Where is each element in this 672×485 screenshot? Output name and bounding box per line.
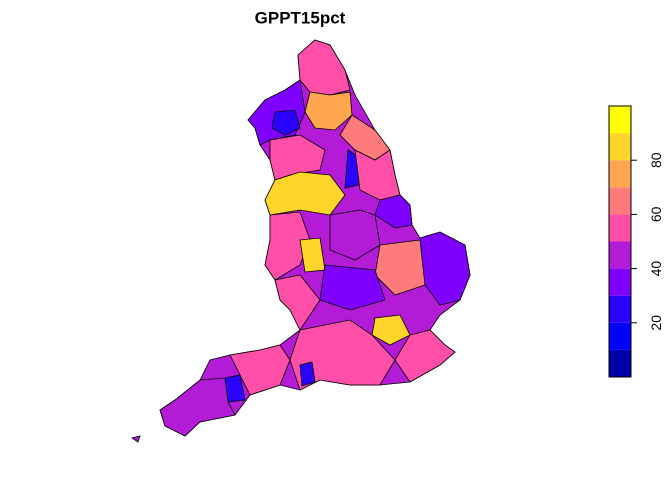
region: [229, 344, 291, 396]
region: [289, 319, 396, 391]
legend-swatch: [609, 106, 631, 134]
region: [271, 109, 301, 136]
legend-swatch: [609, 322, 631, 350]
legend-frame: [608, 105, 632, 378]
legend-tick-label: 80: [648, 152, 664, 168]
region: [354, 149, 401, 201]
legend-tick-label: 40: [648, 261, 664, 277]
legend-swatch: [609, 268, 631, 296]
legend-tick-label: 60: [648, 206, 664, 222]
legend-swatch: [609, 349, 631, 377]
region: [394, 329, 456, 383]
region: [374, 239, 426, 296]
region: [159, 377, 236, 437]
legend-swatch: [609, 241, 631, 269]
legend-swatch: [609, 187, 631, 215]
legend: 20 40 60 80: [608, 105, 664, 378]
legend-swatch: [609, 160, 631, 188]
region: [264, 211, 311, 281]
region: [371, 314, 411, 346]
region: [299, 361, 316, 387]
region: [319, 264, 386, 311]
chart-title: GPPT15pct: [255, 8, 346, 27]
legend-swatch: [609, 133, 631, 161]
region: [297, 39, 351, 96]
region: [304, 91, 353, 131]
legend-swatch: [609, 295, 631, 323]
island: [131, 435, 141, 443]
legend-swatch: [609, 214, 631, 242]
legend-tick-label: 20: [648, 315, 664, 331]
england-map: [131, 39, 471, 443]
